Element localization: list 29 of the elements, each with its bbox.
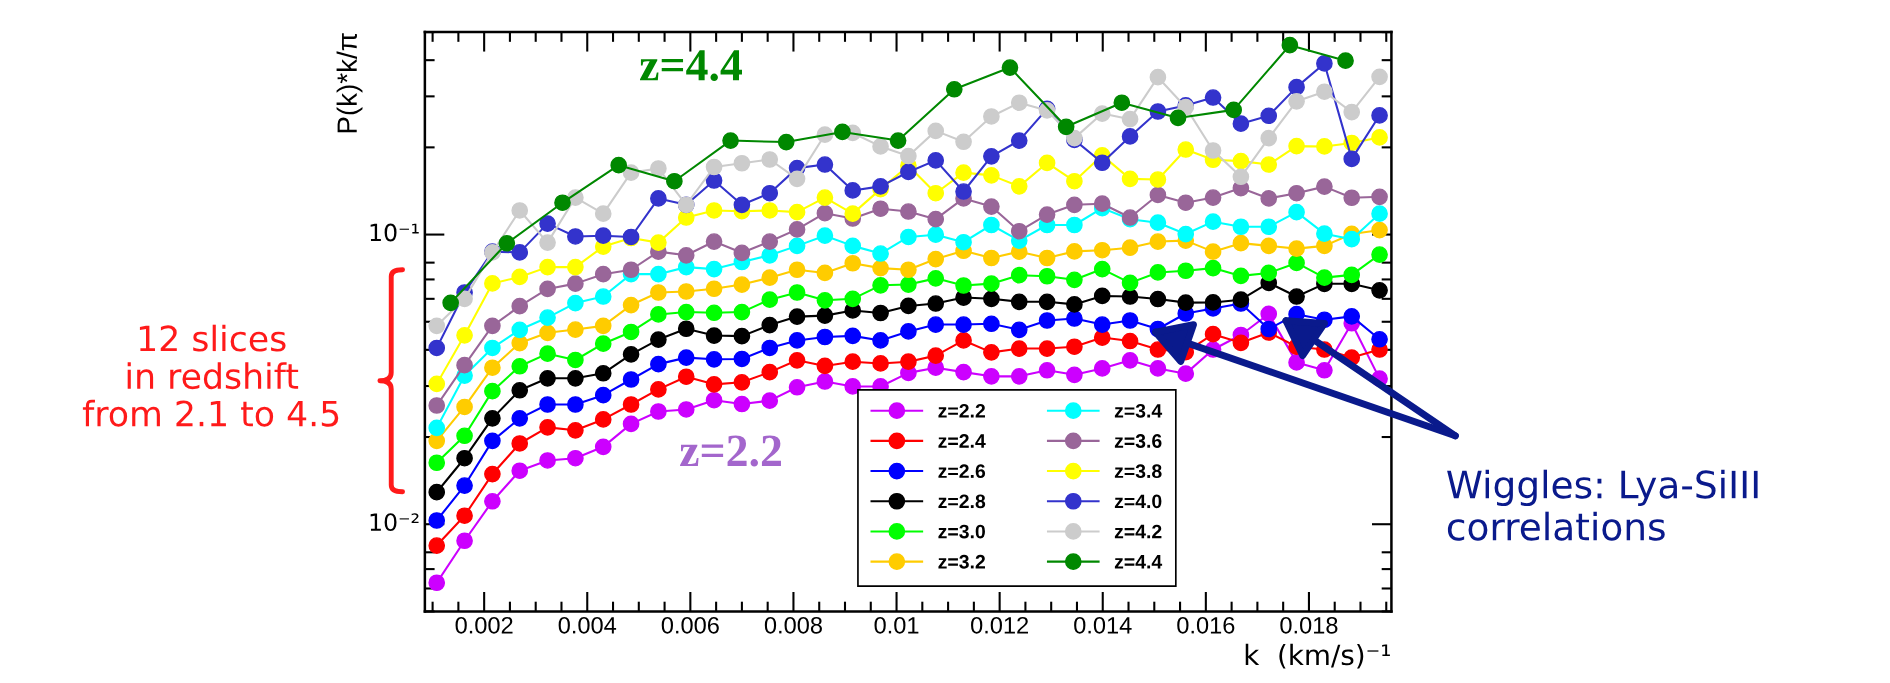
legend-label: z=2.6 bbox=[938, 464, 986, 479]
x-axis-title: k (km/s)⁻¹ bbox=[1245, 643, 1390, 669]
y-tick-label: 10⁻² bbox=[370, 513, 419, 532]
legend-label: z=2.8 bbox=[938, 494, 986, 509]
x-tick-label: 0.014 bbox=[1074, 616, 1132, 634]
legend-label: z=2.2 bbox=[938, 403, 985, 418]
legend-label: z=3.0 bbox=[938, 524, 985, 539]
text: Wiggles: Lya-SiIII correlations bbox=[1447, 469, 1758, 541]
x-tick-label: 0.018 bbox=[1280, 616, 1338, 634]
x-tick-label: 0.006 bbox=[661, 616, 719, 634]
legend-label: z=4.4 bbox=[1114, 555, 1163, 569]
annotation: z=2.2 bbox=[680, 435, 781, 467]
legend-label: z=3.6 bbox=[1114, 434, 1162, 448]
legend-label: z=3.4 bbox=[1114, 403, 1163, 418]
legend-label: z=4.2 bbox=[1114, 524, 1162, 539]
annotation: z=4.4 bbox=[640, 50, 743, 81]
y-axis-title: P(k)*k/π bbox=[336, 33, 363, 133]
y-tick-label: 10⁻¹ bbox=[370, 223, 419, 242]
x-tick-label: 0.01 bbox=[874, 616, 919, 634]
x-tick-label: 0.016 bbox=[1177, 616, 1235, 634]
text: 12 slices in redshift from 2.1 to 4.5 bbox=[82, 324, 339, 427]
legend-label: z=4.0 bbox=[1114, 494, 1162, 509]
legend-label: z=3.2 bbox=[938, 554, 985, 569]
legend-label: z=2.4 bbox=[938, 434, 986, 448]
legend-label: z=3.8 bbox=[1114, 464, 1162, 479]
x-tick-label: 0.012 bbox=[971, 616, 1028, 634]
x-tick-label: 0.004 bbox=[558, 616, 617, 634]
x-tick-label: 0.008 bbox=[764, 616, 822, 634]
x-tick-label: 0.002 bbox=[455, 616, 513, 634]
